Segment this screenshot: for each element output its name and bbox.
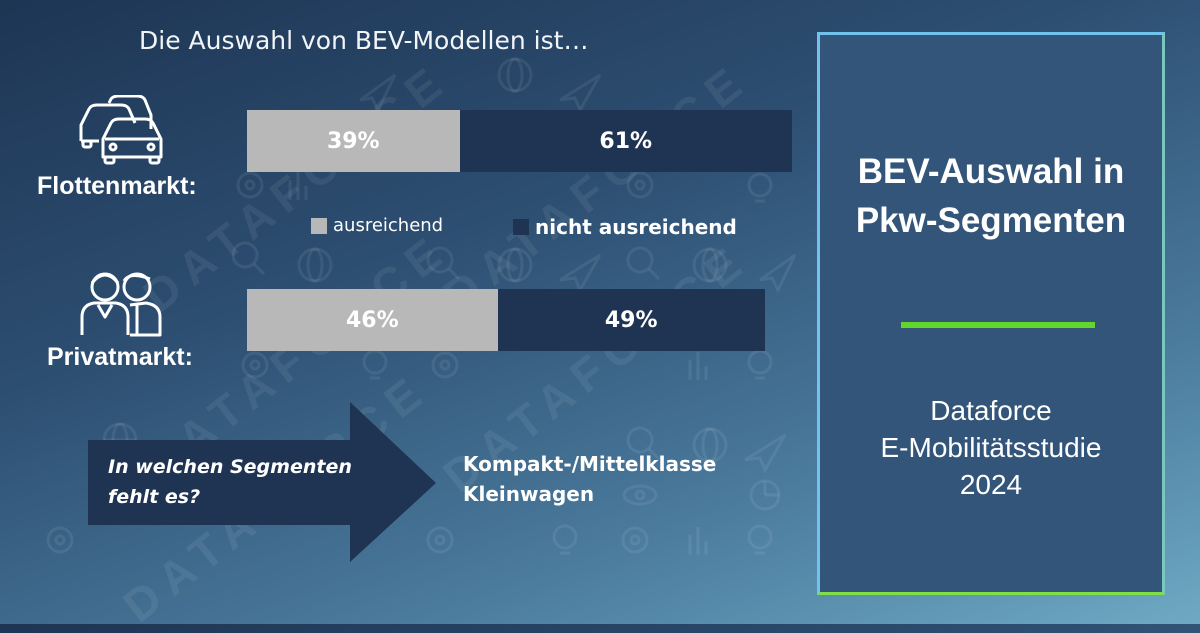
- pie-chart-icon: [749, 479, 781, 511]
- gear-icon: [626, 171, 654, 199]
- panel-sub-line-2: E-Mobilitätsstudie: [880, 432, 1102, 463]
- cars-icon: [79, 95, 163, 165]
- paper-plane-icon: [559, 253, 602, 294]
- data-label: 46%: [346, 307, 399, 333]
- panel-title-line-1: BEV-Auswahl in: [857, 152, 1125, 191]
- segment-label-fleet: Flottenmarkt:: [37, 172, 197, 200]
- lightbulb-icon: [747, 349, 773, 380]
- legend-item-nicht-ausreichend: nicht ausreichend: [513, 215, 737, 239]
- arrow-shape: [88, 402, 436, 562]
- legend-swatch-ausreichend: [311, 217, 327, 234]
- gear-icon: [241, 351, 269, 379]
- legend-label-ausreichend: ausreichend: [333, 215, 444, 236]
- segment-label-private: Privatmarkt:: [47, 343, 193, 371]
- bar-segment-fleet-nicht-ausreichend: 61%: [459, 110, 792, 172]
- panel-title-line-2: Pkw-Segmenten: [855, 201, 1127, 240]
- question-line-2: fehlt es?: [108, 486, 201, 508]
- answer-text: Kompakt-/Mittelklasse Kleinwagen: [463, 449, 716, 509]
- legend-label-nicht-ausreichend: nicht ausreichend: [535, 215, 737, 239]
- people-icon: [80, 272, 162, 337]
- bar-segment-private-nicht-ausreichend: 49%: [497, 289, 765, 351]
- globe-icon: [692, 247, 728, 283]
- panel-sub-line-1: Dataforce: [930, 395, 1052, 426]
- lightbulb-icon: [747, 172, 773, 203]
- gear-icon: [431, 351, 459, 379]
- watermark: DATAFORCE: [433, 52, 759, 322]
- lightbulb-icon: [552, 524, 578, 555]
- bar-fleet: 39% 61%: [247, 110, 792, 172]
- globe-icon: [297, 247, 333, 283]
- lightbulb-icon: [747, 524, 773, 555]
- question-line-1: In welchen Segmenten: [108, 456, 352, 478]
- panel-title: BEV-Auswahl in Pkw-Segmenten: [820, 147, 1162, 245]
- gear-icon: [236, 171, 264, 199]
- magnifier-icon: [231, 241, 266, 276]
- panel-divider: [901, 322, 1095, 328]
- panel-sub-line-3: 2024: [959, 469, 1023, 500]
- info-panel: BEV-Auswahl in Pkw-Segmenten Dataforce E…: [817, 32, 1165, 595]
- paper-plane-icon: [759, 253, 797, 294]
- question-text: In welchen Segmenten fehlt es?: [108, 452, 352, 512]
- paper-plane-icon: [744, 433, 787, 474]
- gear-icon: [621, 526, 649, 554]
- chart-title: Die Auswahl von BEV-Modellen ist…: [139, 26, 589, 55]
- paper-plane-icon: [559, 73, 602, 114]
- gear-icon: [46, 526, 74, 554]
- data-label: 39%: [326, 128, 380, 154]
- bar-segment-fleet-ausreichend: 39%: [247, 110, 460, 172]
- data-label: 49%: [604, 307, 658, 333]
- panel-subtitle: Dataforce E-Mobilitätsstudie 2024: [820, 392, 1162, 503]
- legend-swatch-nicht-ausreichend: [513, 219, 529, 235]
- magnifier-icon: [626, 246, 661, 281]
- data-label: 61%: [599, 128, 653, 154]
- bar-private: 46% 49%: [247, 289, 792, 351]
- bar-chart-icon: [288, 172, 308, 200]
- bar-segment-private-ausreichend: 46%: [247, 289, 498, 351]
- magnifier-icon: [426, 246, 461, 281]
- globe-icon: [497, 57, 533, 93]
- lightbulb-icon: [362, 349, 388, 380]
- bar-chart-icon: [688, 527, 708, 555]
- bar-chart-icon: [688, 352, 708, 380]
- answer-line-2: Kleinwagen: [463, 482, 595, 506]
- paper-plane-icon: [359, 73, 397, 114]
- legend-item-ausreichend: ausreichend: [311, 215, 443, 236]
- globe-icon: [497, 247, 533, 283]
- answer-line-1: Kompakt-/Mittelklasse: [463, 452, 717, 476]
